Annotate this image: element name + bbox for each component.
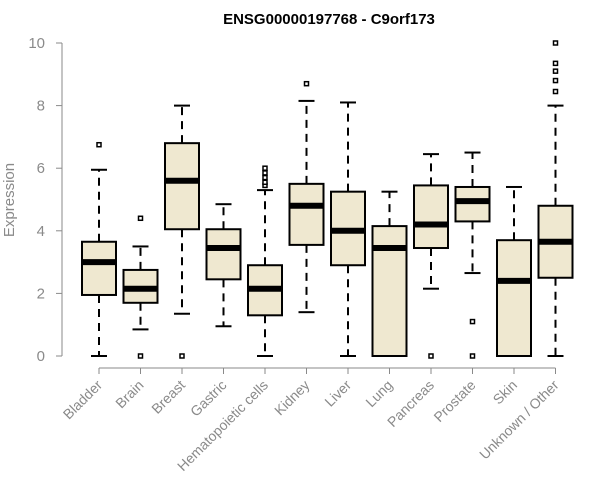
outlier-point xyxy=(552,68,559,74)
outlier-point xyxy=(262,179,268,186)
box-skin xyxy=(496,185,532,357)
box-body xyxy=(205,228,242,281)
box-body xyxy=(81,240,117,296)
outlier-point xyxy=(552,40,559,46)
box-body xyxy=(496,239,532,357)
box-bladder xyxy=(81,141,117,357)
outlier-point xyxy=(179,353,185,359)
box-pancreas xyxy=(413,153,449,359)
box-liver xyxy=(330,101,366,357)
x-tick-label: Skin xyxy=(490,377,521,408)
y-tick-label: 4 xyxy=(37,223,45,240)
box-body xyxy=(413,184,449,250)
outlier-point xyxy=(552,88,559,95)
y-tick-label: 2 xyxy=(37,285,45,302)
outlier-point xyxy=(137,353,144,359)
outlier-point xyxy=(552,60,559,67)
y-tick-label: 10 xyxy=(28,35,45,52)
outlier-point xyxy=(262,174,268,181)
x-tick-label: Liver xyxy=(321,377,354,410)
outlier-point xyxy=(262,170,268,176)
outlier-point xyxy=(137,215,144,222)
outlier-point xyxy=(469,353,476,359)
box-kidney xyxy=(288,80,325,314)
box-body xyxy=(454,185,491,223)
y-tick-label: 6 xyxy=(37,160,45,177)
outlier-point xyxy=(469,318,476,325)
outlier-point xyxy=(303,80,310,87)
outlier-point xyxy=(96,141,102,148)
x-tick-label: Prostate xyxy=(430,377,478,425)
box-body xyxy=(164,142,200,231)
x-tick-label: Breast xyxy=(148,377,188,417)
box-brain xyxy=(122,215,159,359)
box-gastric xyxy=(205,203,242,328)
outlier-point xyxy=(428,353,434,359)
box-hematopoietic-cells xyxy=(247,165,283,357)
chart-title: ENSG00000197768 - C9orf173 xyxy=(223,11,435,28)
x-tick-label: Unknown / Other xyxy=(476,377,562,463)
box-lung xyxy=(371,190,408,357)
box-unknown-other xyxy=(537,40,574,357)
box-body xyxy=(288,182,325,246)
outlier-point xyxy=(552,77,559,84)
x-tick-label: Brain xyxy=(112,377,146,411)
boxes-group xyxy=(81,40,574,359)
y-axis: 0 2 4 6 8 10 xyxy=(28,35,63,365)
y-tick-label: 8 xyxy=(37,98,45,115)
y-axis-label: Expression xyxy=(1,163,18,237)
y-tick-label: 0 xyxy=(37,348,45,365)
outlier-point xyxy=(262,165,268,171)
box-breast xyxy=(164,104,200,359)
x-tick-label: Kidney xyxy=(271,377,313,419)
box-prostate xyxy=(454,151,491,359)
x-tick-label: Bladder xyxy=(60,377,106,423)
x-tick-label: Lung xyxy=(362,377,395,410)
